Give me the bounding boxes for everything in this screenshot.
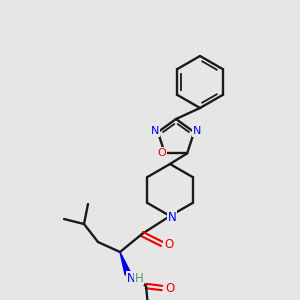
Text: N: N <box>127 272 135 284</box>
Polygon shape <box>120 252 131 275</box>
Text: N: N <box>151 126 159 136</box>
Text: O: O <box>158 148 166 158</box>
Text: O: O <box>164 238 174 250</box>
Text: O: O <box>165 281 175 295</box>
Text: N: N <box>193 126 201 136</box>
Text: H: H <box>135 272 143 284</box>
Text: N: N <box>168 211 176 224</box>
